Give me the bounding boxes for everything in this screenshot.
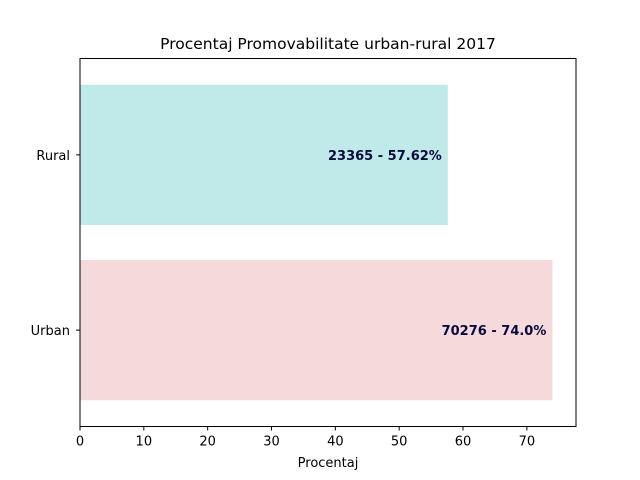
x-tick-label-20: 20 [199,435,216,450]
data-labels: 70276 - 74.0% 23365 - 57.62% [328,149,546,339]
x-axis-label: Procentaj [298,456,359,471]
y-tick-label-rural: Rural [36,149,70,164]
data-label-urban: 70276 - 74.0% [442,324,547,339]
x-tick-label-30: 30 [263,435,280,450]
x-tick-label-60: 60 [455,435,472,450]
bars-group [80,84,553,401]
y-tick-labels: Urban Rural [31,149,80,339]
plot-frame [79,58,577,427]
x-ticks: 0 10 20 30 40 50 60 70 [76,426,536,450]
x-tick-label-0: 0 [76,435,84,450]
bar-urban [80,260,553,401]
x-tick-label-10: 10 [136,435,153,450]
x-tick-label-40: 40 [327,435,344,450]
bar-rural [80,84,448,225]
x-tick-label-50: 50 [391,435,408,450]
data-label-rural: 23365 - 57.62% [328,149,442,164]
chart-title: Procentaj Promovabilitate urban-rural 20… [160,35,496,53]
y-tick-label-urban: Urban [31,324,70,339]
x-tick-label-70: 70 [519,435,536,450]
